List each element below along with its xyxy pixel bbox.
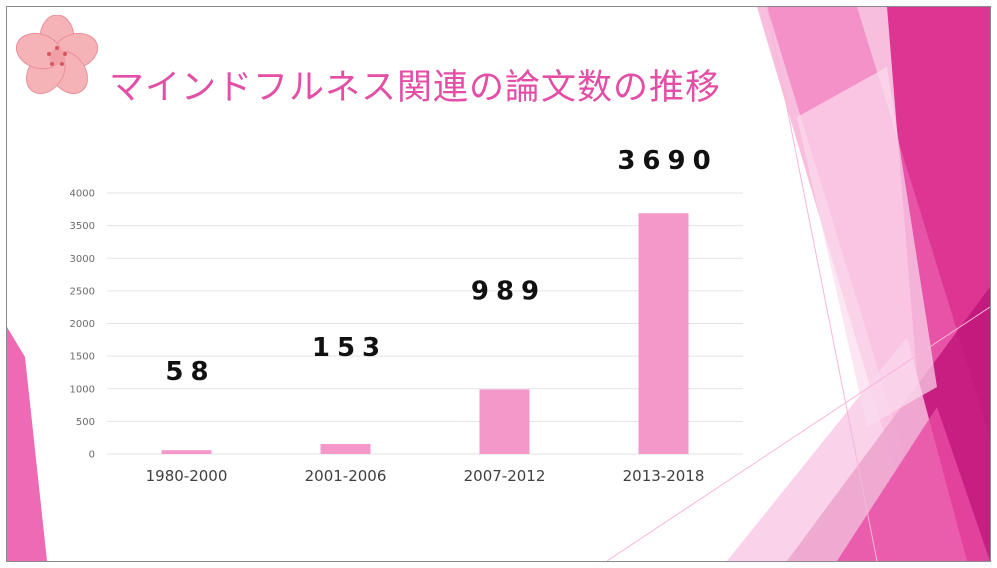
data-label: 989 — [471, 276, 546, 306]
y-tick-label: 4000 — [70, 189, 95, 200]
slide-title: マインドフルネス関連の論文数の推移 — [109, 68, 722, 108]
bar-2013-2018 — [638, 213, 689, 454]
background-decoration — [7, 7, 990, 561]
bars — [161, 213, 689, 454]
y-tick-label: 3000 — [70, 254, 95, 265]
slide: マインドフルネス関連の論文数の推移 0 500 1000 1500 2000 2500 30… — [6, 6, 991, 562]
y-tick-label: 2000 — [70, 319, 95, 330]
x-tick-label: 2007-2012 — [464, 467, 546, 485]
y-tick-label: 3500 — [70, 221, 95, 232]
deco-shape — [7, 327, 47, 561]
x-tick-label: 1980-2000 — [146, 467, 228, 485]
y-axis-ticks: 0 500 1000 1500 2000 2500 3000 3500 4000 — [70, 189, 95, 461]
deco-shape — [837, 407, 990, 561]
y-tick-label: 2500 — [70, 286, 95, 297]
y-tick-label: 500 — [76, 417, 95, 428]
data-label: 153 — [312, 333, 387, 363]
x-axis-labels: 1980-2000 2001-2006 2007-2012 2013-2018 — [146, 467, 705, 485]
deco-line — [766, 7, 878, 561]
bar-1980-2000 — [161, 450, 212, 454]
bar-chart: 0 500 1000 1500 2000 2500 3000 3500 4000 1980-20… — [70, 146, 743, 485]
y-tick-label: 0 — [89, 450, 95, 461]
cherry-blossom-icon — [15, 15, 99, 94]
y-tick-label: 1000 — [70, 384, 95, 395]
deco-shape — [797, 67, 937, 427]
bar-2001-2006 — [320, 444, 371, 454]
deco-line — [606, 306, 990, 561]
bar-2007-2012 — [479, 389, 530, 454]
grid-lines — [107, 192, 743, 455]
data-label: 3690 — [617, 146, 717, 176]
y-tick-label: 1500 — [70, 352, 95, 363]
x-tick-label: 2001-2006 — [305, 467, 387, 485]
data-label: 58 — [165, 357, 215, 387]
data-labels: 58 153 989 3690 — [165, 146, 717, 387]
x-tick-label: 2013-2018 — [623, 467, 705, 485]
